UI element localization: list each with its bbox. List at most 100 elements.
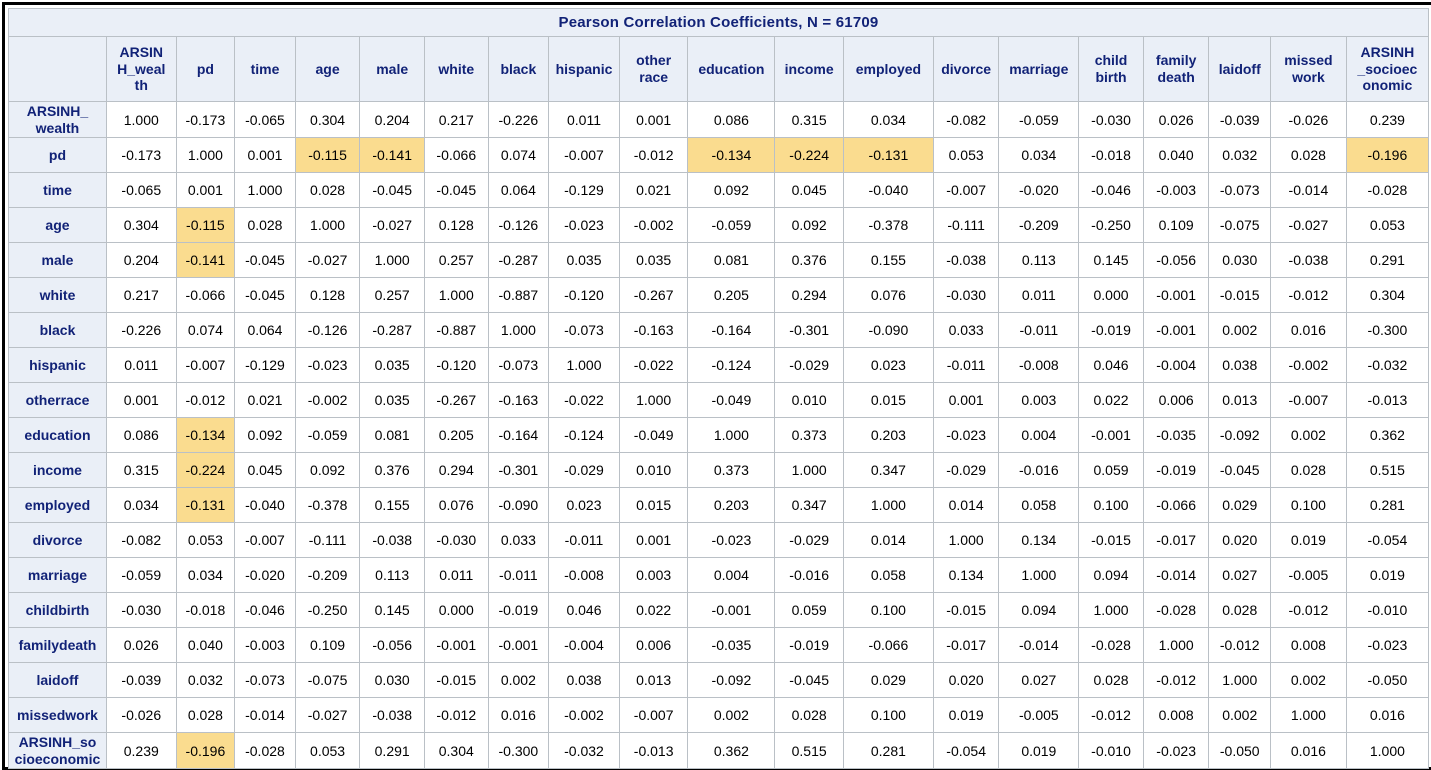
cell-missedwork-ARSINH_wealth: -0.026: [106, 698, 176, 733]
cell-ARSINH_wealth-familydeath: 0.026: [1143, 102, 1209, 138]
cell-income-ARSINH_socioeconomic: 0.515: [1346, 453, 1428, 488]
cell-ARSINH_wealth-divorce: -0.082: [933, 102, 999, 138]
cell-ARSINH_wealth-hispanic: 0.011: [549, 102, 620, 138]
cell-time-ARSINH_socioeconomic: -0.028: [1346, 173, 1428, 208]
cell-childbirth-age: -0.250: [295, 593, 360, 628]
cell-income-otherrace: 0.010: [619, 453, 688, 488]
results-table-frame: Pearson Correlation Coefficients, N = 61…: [2, 2, 1431, 770]
table-row-employed: employed0.034-0.131-0.040-0.3780.1550.07…: [9, 488, 1429, 523]
cell-ARSINH_socioeconomic-male: 0.291: [360, 733, 425, 769]
cell-white-age: 0.128: [295, 278, 360, 313]
cell-divorce-marriage: 0.134: [999, 523, 1079, 558]
cell-hispanic-white: -0.120: [424, 348, 488, 383]
cell-male-black: -0.287: [488, 243, 549, 278]
cell-otherrace-marriage: 0.003: [999, 383, 1079, 418]
cell-black-divorce: 0.033: [933, 313, 999, 348]
cell-white-pd: -0.066: [176, 278, 235, 313]
cell-male-ARSINH_socioeconomic: 0.291: [1346, 243, 1428, 278]
cell-laidoff-familydeath: -0.012: [1143, 663, 1209, 698]
cell-divorce-white: -0.030: [424, 523, 488, 558]
cell-education-time: 0.092: [235, 418, 296, 453]
cell-white-white: 1.000: [424, 278, 488, 313]
row-header-childbirth: childbirth: [9, 593, 107, 628]
column-header-familydeath: family death: [1143, 37, 1209, 102]
cell-income-age: 0.092: [295, 453, 360, 488]
cell-childbirth-employed: 0.100: [843, 593, 933, 628]
column-header-marriage: marriage: [999, 37, 1079, 102]
cell-marriage-marriage: 1.000: [999, 558, 1079, 593]
table-row-male: male0.204-0.141-0.045-0.0271.0000.257-0.…: [9, 243, 1429, 278]
cell-black-familydeath: -0.001: [1143, 313, 1209, 348]
cell-age-time: 0.028: [235, 208, 296, 243]
cell-employed-black: -0.090: [488, 488, 549, 523]
correlation-table: Pearson Correlation Coefficients, N = 61…: [8, 8, 1429, 769]
cell-otherrace-age: -0.002: [295, 383, 360, 418]
cell-ARSINH_socioeconomic-divorce: -0.054: [933, 733, 999, 769]
cell-laidoff-education: -0.092: [688, 663, 775, 698]
table-row-black: black-0.2260.0740.064-0.126-0.287-0.8871…: [9, 313, 1429, 348]
cell-white-ARSINH_wealth: 0.217: [106, 278, 176, 313]
cell-laidoff-age: -0.075: [295, 663, 360, 698]
cell-male-childbirth: 0.145: [1079, 243, 1144, 278]
cell-ARSINH_socioeconomic-education: 0.362: [688, 733, 775, 769]
cell-ARSINH_socioeconomic-otherrace: -0.013: [619, 733, 688, 769]
cell-white-ARSINH_socioeconomic: 0.304: [1346, 278, 1428, 313]
column-header-pd: pd: [176, 37, 235, 102]
cell-missedwork-ARSINH_socioeconomic: 0.016: [1346, 698, 1428, 733]
cell-childbirth-familydeath: -0.028: [1143, 593, 1209, 628]
cell-pd-ARSINH_socioeconomic: -0.196: [1346, 138, 1428, 173]
cell-time-employed: -0.040: [843, 173, 933, 208]
cell-divorce-ARSINH_socioeconomic: -0.054: [1346, 523, 1428, 558]
cell-employed-hispanic: 0.023: [549, 488, 620, 523]
cell-time-age: 0.028: [295, 173, 360, 208]
cell-childbirth-ARSINH_socioeconomic: -0.010: [1346, 593, 1428, 628]
cell-otherrace-black: -0.163: [488, 383, 549, 418]
cell-familydeath-otherrace: 0.006: [619, 628, 688, 663]
table-row-pd: pd-0.1731.0000.001-0.115-0.141-0.0660.07…: [9, 138, 1429, 173]
cell-pd-ARSINH_wealth: -0.173: [106, 138, 176, 173]
cell-hispanic-childbirth: 0.046: [1079, 348, 1144, 383]
cell-ARSINH_socioeconomic-marriage: 0.019: [999, 733, 1079, 769]
cell-white-black: -0.887: [488, 278, 549, 313]
cell-marriage-black: -0.011: [488, 558, 549, 593]
row-header-pd: pd: [9, 138, 107, 173]
cell-marriage-childbirth: 0.094: [1079, 558, 1144, 593]
table-row-ARSINH_wealth: ARSINH_ wealth1.000-0.173-0.0650.3040.20…: [9, 102, 1429, 138]
cell-time-white: -0.045: [424, 173, 488, 208]
cell-employed-age: -0.378: [295, 488, 360, 523]
cell-white-childbirth: 0.000: [1079, 278, 1144, 313]
cell-education-familydeath: -0.035: [1143, 418, 1209, 453]
cell-missedwork-otherrace: -0.007: [619, 698, 688, 733]
cell-white-marriage: 0.011: [999, 278, 1079, 313]
cell-ARSINH_wealth-time: -0.065: [235, 102, 296, 138]
cell-employed-ARSINH_socioeconomic: 0.281: [1346, 488, 1428, 523]
cell-employed-laidoff: 0.029: [1209, 488, 1271, 523]
cell-pd-education: -0.134: [688, 138, 775, 173]
cell-missedwork-pd: 0.028: [176, 698, 235, 733]
cell-missedwork-familydeath: 0.008: [1143, 698, 1209, 733]
cell-divorce-male: -0.038: [360, 523, 425, 558]
cell-familydeath-black: -0.001: [488, 628, 549, 663]
row-header-divorce: divorce: [9, 523, 107, 558]
cell-time-laidoff: -0.073: [1209, 173, 1271, 208]
cell-childbirth-childbirth: 1.000: [1079, 593, 1144, 628]
cell-time-missedwork: -0.014: [1271, 173, 1347, 208]
cell-laidoff-hispanic: 0.038: [549, 663, 620, 698]
cell-pd-otherrace: -0.012: [619, 138, 688, 173]
table-row-white: white0.217-0.066-0.0450.1280.2571.000-0.…: [9, 278, 1429, 313]
cell-pd-black: 0.074: [488, 138, 549, 173]
cell-education-age: -0.059: [295, 418, 360, 453]
row-header-missedwork: missedwork: [9, 698, 107, 733]
cell-otherrace-divorce: 0.001: [933, 383, 999, 418]
cell-black-otherrace: -0.163: [619, 313, 688, 348]
column-header-childbirth: child birth: [1079, 37, 1144, 102]
cell-age-otherrace: -0.002: [619, 208, 688, 243]
row-header-hispanic: hispanic: [9, 348, 107, 383]
cell-hispanic-time: -0.129: [235, 348, 296, 383]
cell-otherrace-familydeath: 0.006: [1143, 383, 1209, 418]
cell-hispanic-black: -0.073: [488, 348, 549, 383]
table-row-age: age0.304-0.1150.0281.000-0.0270.128-0.12…: [9, 208, 1429, 243]
cell-divorce-divorce: 1.000: [933, 523, 999, 558]
cell-income-childbirth: 0.059: [1079, 453, 1144, 488]
cell-black-childbirth: -0.019: [1079, 313, 1144, 348]
